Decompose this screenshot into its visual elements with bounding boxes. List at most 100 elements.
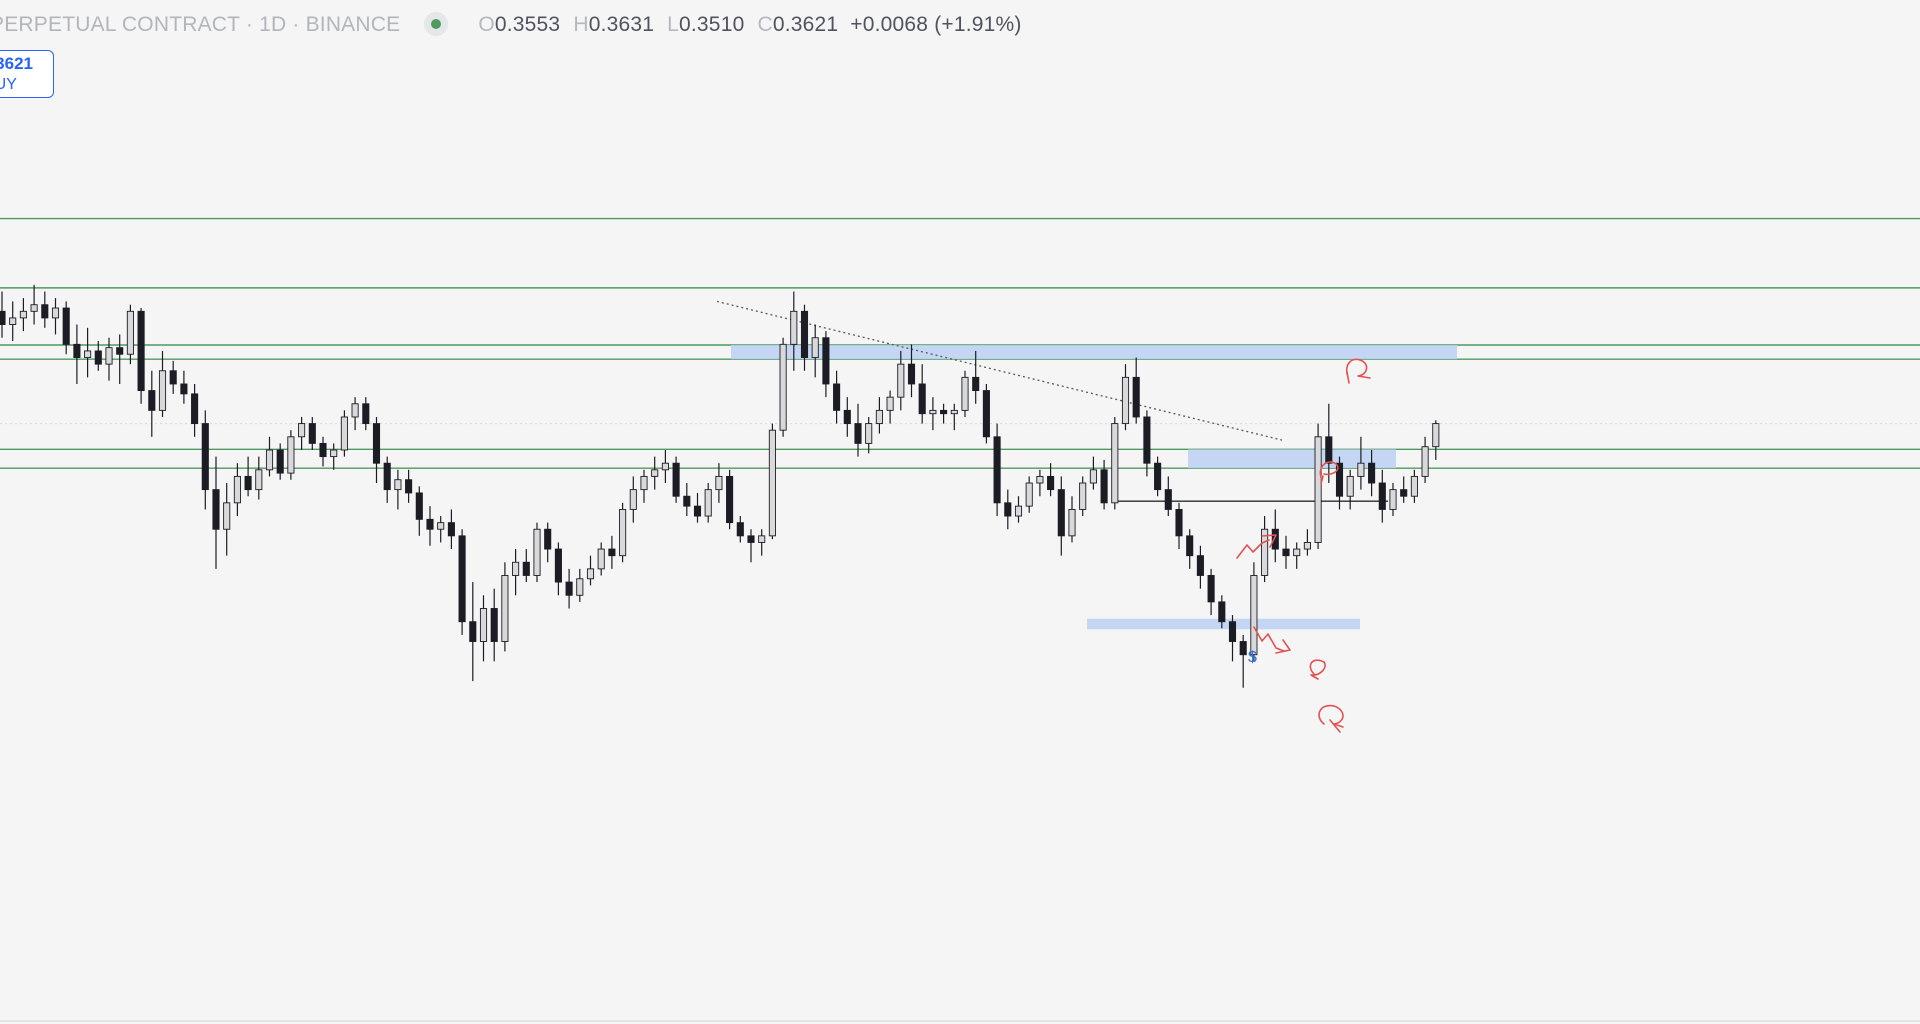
candle-body-6 [62, 307, 70, 345]
liquidity-dollar-label: $ [1248, 649, 1257, 666]
symbol-title[interactable]: PERPETUAL CONTRACT · 1D · BINANCE [0, 13, 401, 36]
candle-body-133 [1421, 446, 1429, 477]
change-value: +0.0068 (+1.91%) [850, 13, 1022, 36]
candle-body-59 [629, 489, 637, 510]
candle-body-98 [1047, 475, 1055, 491]
open-value: 0.3553 [494, 13, 561, 36]
annotations: $ [1236, 358, 1371, 733]
buy-price: 0.3621 [0, 54, 33, 73]
candle-body-30 [319, 442, 327, 458]
candles [0, 284, 1440, 688]
candle-body-101 [1079, 482, 1087, 510]
candle-body-50 [533, 528, 541, 576]
candle-body-123 [1314, 436, 1322, 543]
candle-body-95 [1014, 505, 1023, 517]
candle-body-132 [1410, 475, 1418, 497]
open-key: O [478, 13, 495, 36]
candle-body-25 [265, 449, 274, 471]
candle-body-110 [1175, 508, 1183, 537]
candle-body-57 [608, 548, 616, 557]
candle-body-74 [790, 310, 798, 345]
candle-body-111 [1186, 535, 1194, 557]
candle-body-16 [169, 370, 177, 385]
high-key: H [573, 13, 589, 36]
candle-body-48 [512, 561, 520, 576]
candle-body-127 [1357, 462, 1365, 477]
candle-body-19 [201, 423, 209, 491]
arrow-short-level-icon [1309, 659, 1326, 680]
candle-body-96 [1025, 482, 1033, 507]
candle-body-34 [362, 403, 370, 425]
candle-body-116 [1239, 641, 1247, 656]
candle-body-21 [223, 502, 231, 530]
candle-body-121 [1293, 548, 1301, 557]
candle-body-117 [1250, 575, 1258, 656]
candle-body-42 [447, 522, 455, 537]
candle-body-33 [351, 403, 359, 418]
candle-body-78 [833, 383, 841, 411]
candle-body-29 [308, 423, 316, 444]
candle-body-119 [1271, 528, 1279, 550]
candle-body-60 [640, 475, 648, 491]
candle-body-113 [1207, 575, 1215, 603]
candle-body-43 [458, 535, 466, 623]
candle-body-32 [340, 416, 348, 451]
candle-body-90 [961, 376, 969, 411]
candle-body-40 [426, 518, 434, 530]
candle-body-53 [565, 581, 573, 596]
candle-body-26 [276, 449, 284, 474]
candle-body-17 [180, 383, 188, 395]
candle-body-5 [51, 307, 60, 319]
arrow-bottom-icon [1318, 704, 1344, 733]
candle-body-11 [116, 347, 124, 355]
candle-body-88 [940, 409, 948, 415]
candle-body-62 [661, 462, 669, 471]
low-key: L [667, 13, 680, 36]
candle-body-0 [0, 310, 6, 325]
market-status-icon [424, 12, 449, 36]
buy-label: BUY [0, 76, 17, 93]
candle-body-31 [330, 449, 338, 458]
candle-body-12 [126, 310, 134, 355]
candle-body-64 [683, 495, 691, 507]
candle-body-66 [704, 489, 712, 517]
candle-body-102 [1089, 469, 1097, 484]
zones [731, 345, 1457, 630]
candle-body-65 [693, 505, 702, 517]
buy-button[interactable]: 0.3621 BUY [0, 50, 54, 98]
candle-body-56 [597, 548, 605, 570]
candle-body-91 [972, 376, 980, 392]
candle-body-23 [244, 475, 252, 491]
candle-body-85 [907, 363, 916, 385]
candle-body-109 [1164, 489, 1172, 510]
arrow-zone-icon [1319, 461, 1339, 485]
descending-trendline [716, 300, 1283, 441]
candle-body-2 [19, 310, 27, 319]
candle-body-82 [875, 409, 883, 425]
candle-body-92 [982, 390, 990, 438]
candle-body-55 [586, 568, 595, 580]
candle-body-72 [768, 429, 776, 537]
candle-body-45 [479, 608, 488, 642]
candle-body-114 [1218, 601, 1226, 623]
candle-body-128 [1368, 462, 1376, 484]
candle-body-69 [736, 522, 744, 537]
candle-body-99 [1057, 489, 1065, 537]
zone-0 [731, 345, 1457, 360]
candle-body-4 [41, 304, 49, 319]
candle-body-81 [865, 423, 873, 444]
candle-body-61 [651, 469, 659, 477]
candle-body-36 [383, 462, 391, 491]
candle-body-52 [554, 548, 562, 583]
candle-body-49 [522, 561, 530, 576]
candle-body-84 [897, 363, 905, 398]
candle-body-118 [1261, 528, 1269, 576]
symbol-legend: PERPETUAL CONTRACT · 1D · BINANCE O 0.355… [0, 11, 1022, 39]
candle-body-54 [576, 578, 584, 596]
candle-body-87 [929, 409, 937, 415]
close-value: 0.3621 [772, 13, 839, 36]
candle-body-105 [1121, 376, 1130, 425]
